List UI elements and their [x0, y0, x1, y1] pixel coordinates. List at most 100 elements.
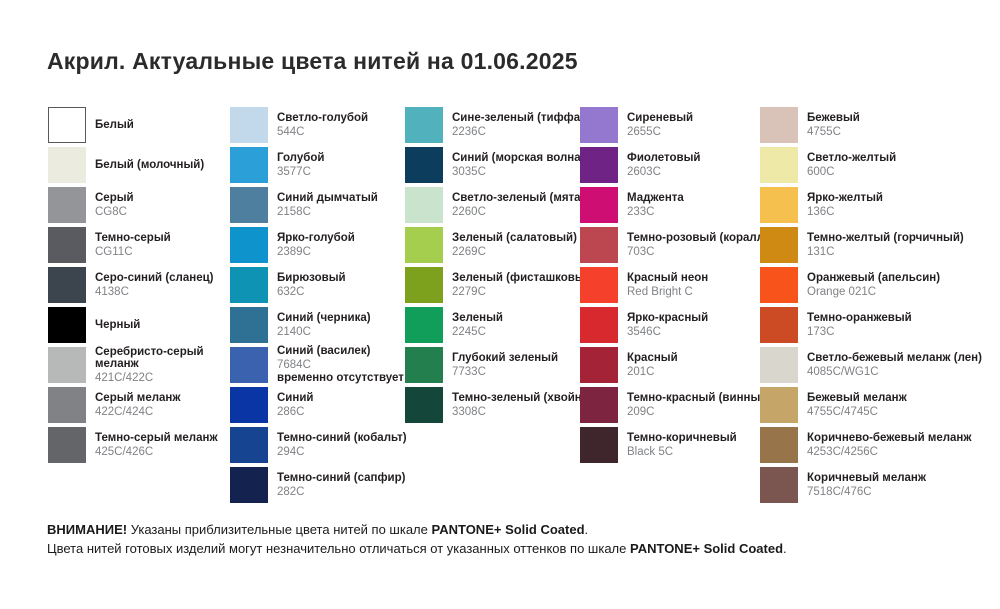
- color-swatch: [405, 347, 443, 383]
- color-name: Красный: [627, 352, 678, 364]
- color-swatch: [48, 147, 86, 183]
- color-code: 600C: [807, 165, 835, 178]
- color-item: Зеленый (фисташковый) 2279C: [405, 267, 612, 307]
- color-name: Темно-серый меланж: [95, 432, 218, 444]
- color-label: Черный: [95, 307, 227, 343]
- color-item: Темно-коричневый Black 5C: [580, 427, 795, 467]
- color-swatch: [760, 107, 798, 143]
- color-swatch: [230, 147, 268, 183]
- color-code: 2603C: [627, 165, 661, 178]
- color-item: Темно-красный (винный) 209C: [580, 387, 795, 427]
- color-code: 282C: [277, 485, 305, 498]
- color-swatch: [580, 427, 618, 463]
- color-label: Сиреневый 2655C: [627, 107, 795, 143]
- color-swatch: [48, 187, 86, 223]
- color-name: Темно-серый: [95, 232, 171, 244]
- color-label: Темно-коричневый Black 5C: [627, 427, 795, 463]
- color-swatch: [580, 187, 618, 223]
- color-name: Темно-синий (сапфир): [277, 472, 406, 484]
- color-label: Коричнево-бежевый меланж 4253C/4256C: [807, 427, 1000, 463]
- color-name: Коричнево-бежевый меланж: [807, 432, 972, 444]
- color-code: 2260C: [452, 205, 486, 218]
- color-code: CG11C: [95, 245, 133, 258]
- color-swatch: [405, 387, 443, 423]
- color-code: Red Bright C: [627, 285, 693, 298]
- color-swatch: [230, 467, 268, 503]
- color-item: Серый CG8C: [48, 187, 227, 227]
- color-item: Бежевый 4755C: [760, 107, 1000, 147]
- color-swatch: [760, 267, 798, 303]
- color-item: Темно-синий (сапфир) 282C: [230, 467, 437, 507]
- color-swatch: [48, 267, 86, 303]
- color-swatch: [580, 387, 618, 423]
- color-swatch: [230, 307, 268, 343]
- color-swatch: [760, 307, 798, 343]
- color-label: Темно-розовый (коралл) 703C: [627, 227, 795, 263]
- color-column-5: Бежевый 4755C Светло-желтый 600C Ярко-желтый…: [760, 107, 1000, 507]
- color-label: Красный 201C: [627, 347, 795, 383]
- color-name: Коричневый меланж: [807, 472, 927, 484]
- color-label: Красный неон Red Bright C: [627, 267, 795, 303]
- color-code: 2279C: [452, 285, 486, 298]
- color-code: 2655C: [627, 125, 661, 138]
- color-name: Зеленый (салатовый): [452, 232, 577, 244]
- color-swatch: [760, 427, 798, 463]
- color-name: Серо-синий (сланец): [95, 272, 214, 284]
- color-swatch: [230, 427, 268, 463]
- color-label: Ярко-желтый 136C: [807, 187, 1000, 223]
- color-label: Голубой 3577C: [277, 147, 437, 183]
- color-label: Темно-красный (винный) 209C: [627, 387, 795, 423]
- color-name: Серый меланж: [95, 392, 181, 404]
- color-name: Зеленый (фисташковый): [452, 272, 596, 284]
- color-name: Синий (морская волна): [452, 152, 585, 164]
- color-swatch: [230, 347, 268, 383]
- color-name: Белый: [95, 118, 134, 131]
- warning-label: ВНИМАНИЕ!: [47, 522, 128, 537]
- color-label: Ярко-голубой 2389C: [277, 227, 437, 263]
- color-swatch: [230, 107, 268, 143]
- color-code: 3308C: [452, 405, 486, 418]
- color-name: Бежевый меланж: [807, 392, 907, 404]
- color-item: Темно-розовый (коралл) 703C: [580, 227, 795, 267]
- color-name: Синий: [277, 392, 314, 404]
- color-name: Ярко-голубой: [277, 232, 355, 244]
- color-label: Темно-серый меланж 425C/426C: [95, 427, 227, 463]
- color-name: Светло-желтый: [807, 152, 897, 164]
- color-swatch: [405, 107, 443, 143]
- color-swatch: [760, 147, 798, 183]
- color-item: Черный: [48, 307, 227, 347]
- color-code: 7518C/476C: [807, 485, 872, 498]
- color-item: Красный неон Red Bright C: [580, 267, 795, 307]
- color-label: Бежевый меланж 4755C/4745C: [807, 387, 1000, 423]
- color-label: Синий дымчатый 2158C: [277, 187, 437, 223]
- color-code: 3546C: [627, 325, 661, 338]
- color-swatch: [405, 267, 443, 303]
- color-label: Зеленый (фисташковый) 2279C: [452, 267, 612, 303]
- color-code: Black 5C: [627, 445, 674, 458]
- color-name: Темно-оранжевый: [807, 312, 912, 324]
- color-label: Темно-оранжевый 173C: [807, 307, 1000, 343]
- color-name: Белый (молочный): [95, 158, 205, 171]
- color-label: Темно-синий (сапфир) 282C: [277, 467, 437, 503]
- color-name: Бежевый: [807, 112, 860, 124]
- color-code: Orange 021C: [807, 285, 877, 298]
- color-label: Зеленый (салатовый) 2269C: [452, 227, 612, 263]
- color-item: Коричневый меланж 7518C/476C: [760, 467, 1000, 507]
- color-item: Ярко-желтый 136C: [760, 187, 1000, 227]
- color-item: Серо-синий (сланец) 4138C: [48, 267, 227, 307]
- color-name: Темно-желтый (горчичный): [807, 232, 964, 244]
- color-item: Светло-бежевый меланж (лен) 4085C/WG1C: [760, 347, 1000, 387]
- color-item: Синий (морская волна) 3035C: [405, 147, 612, 187]
- color-swatch: [760, 467, 798, 503]
- color-label: Зеленый 2245C: [452, 307, 612, 343]
- color-code: 294C: [277, 445, 305, 458]
- color-item: Фиолетовый 2603C: [580, 147, 795, 187]
- color-label: Ярко-красный 3546C: [627, 307, 795, 343]
- color-name: Маджента: [627, 192, 684, 204]
- color-label: Светло-желтый 600C: [807, 147, 1000, 183]
- color-column-2: Светло-голубой 544C Голубой 3577C Синий дымч…: [230, 107, 437, 507]
- color-code: 544C: [277, 125, 305, 138]
- color-code: 2236C: [452, 125, 486, 138]
- color-code: 136C: [807, 205, 835, 218]
